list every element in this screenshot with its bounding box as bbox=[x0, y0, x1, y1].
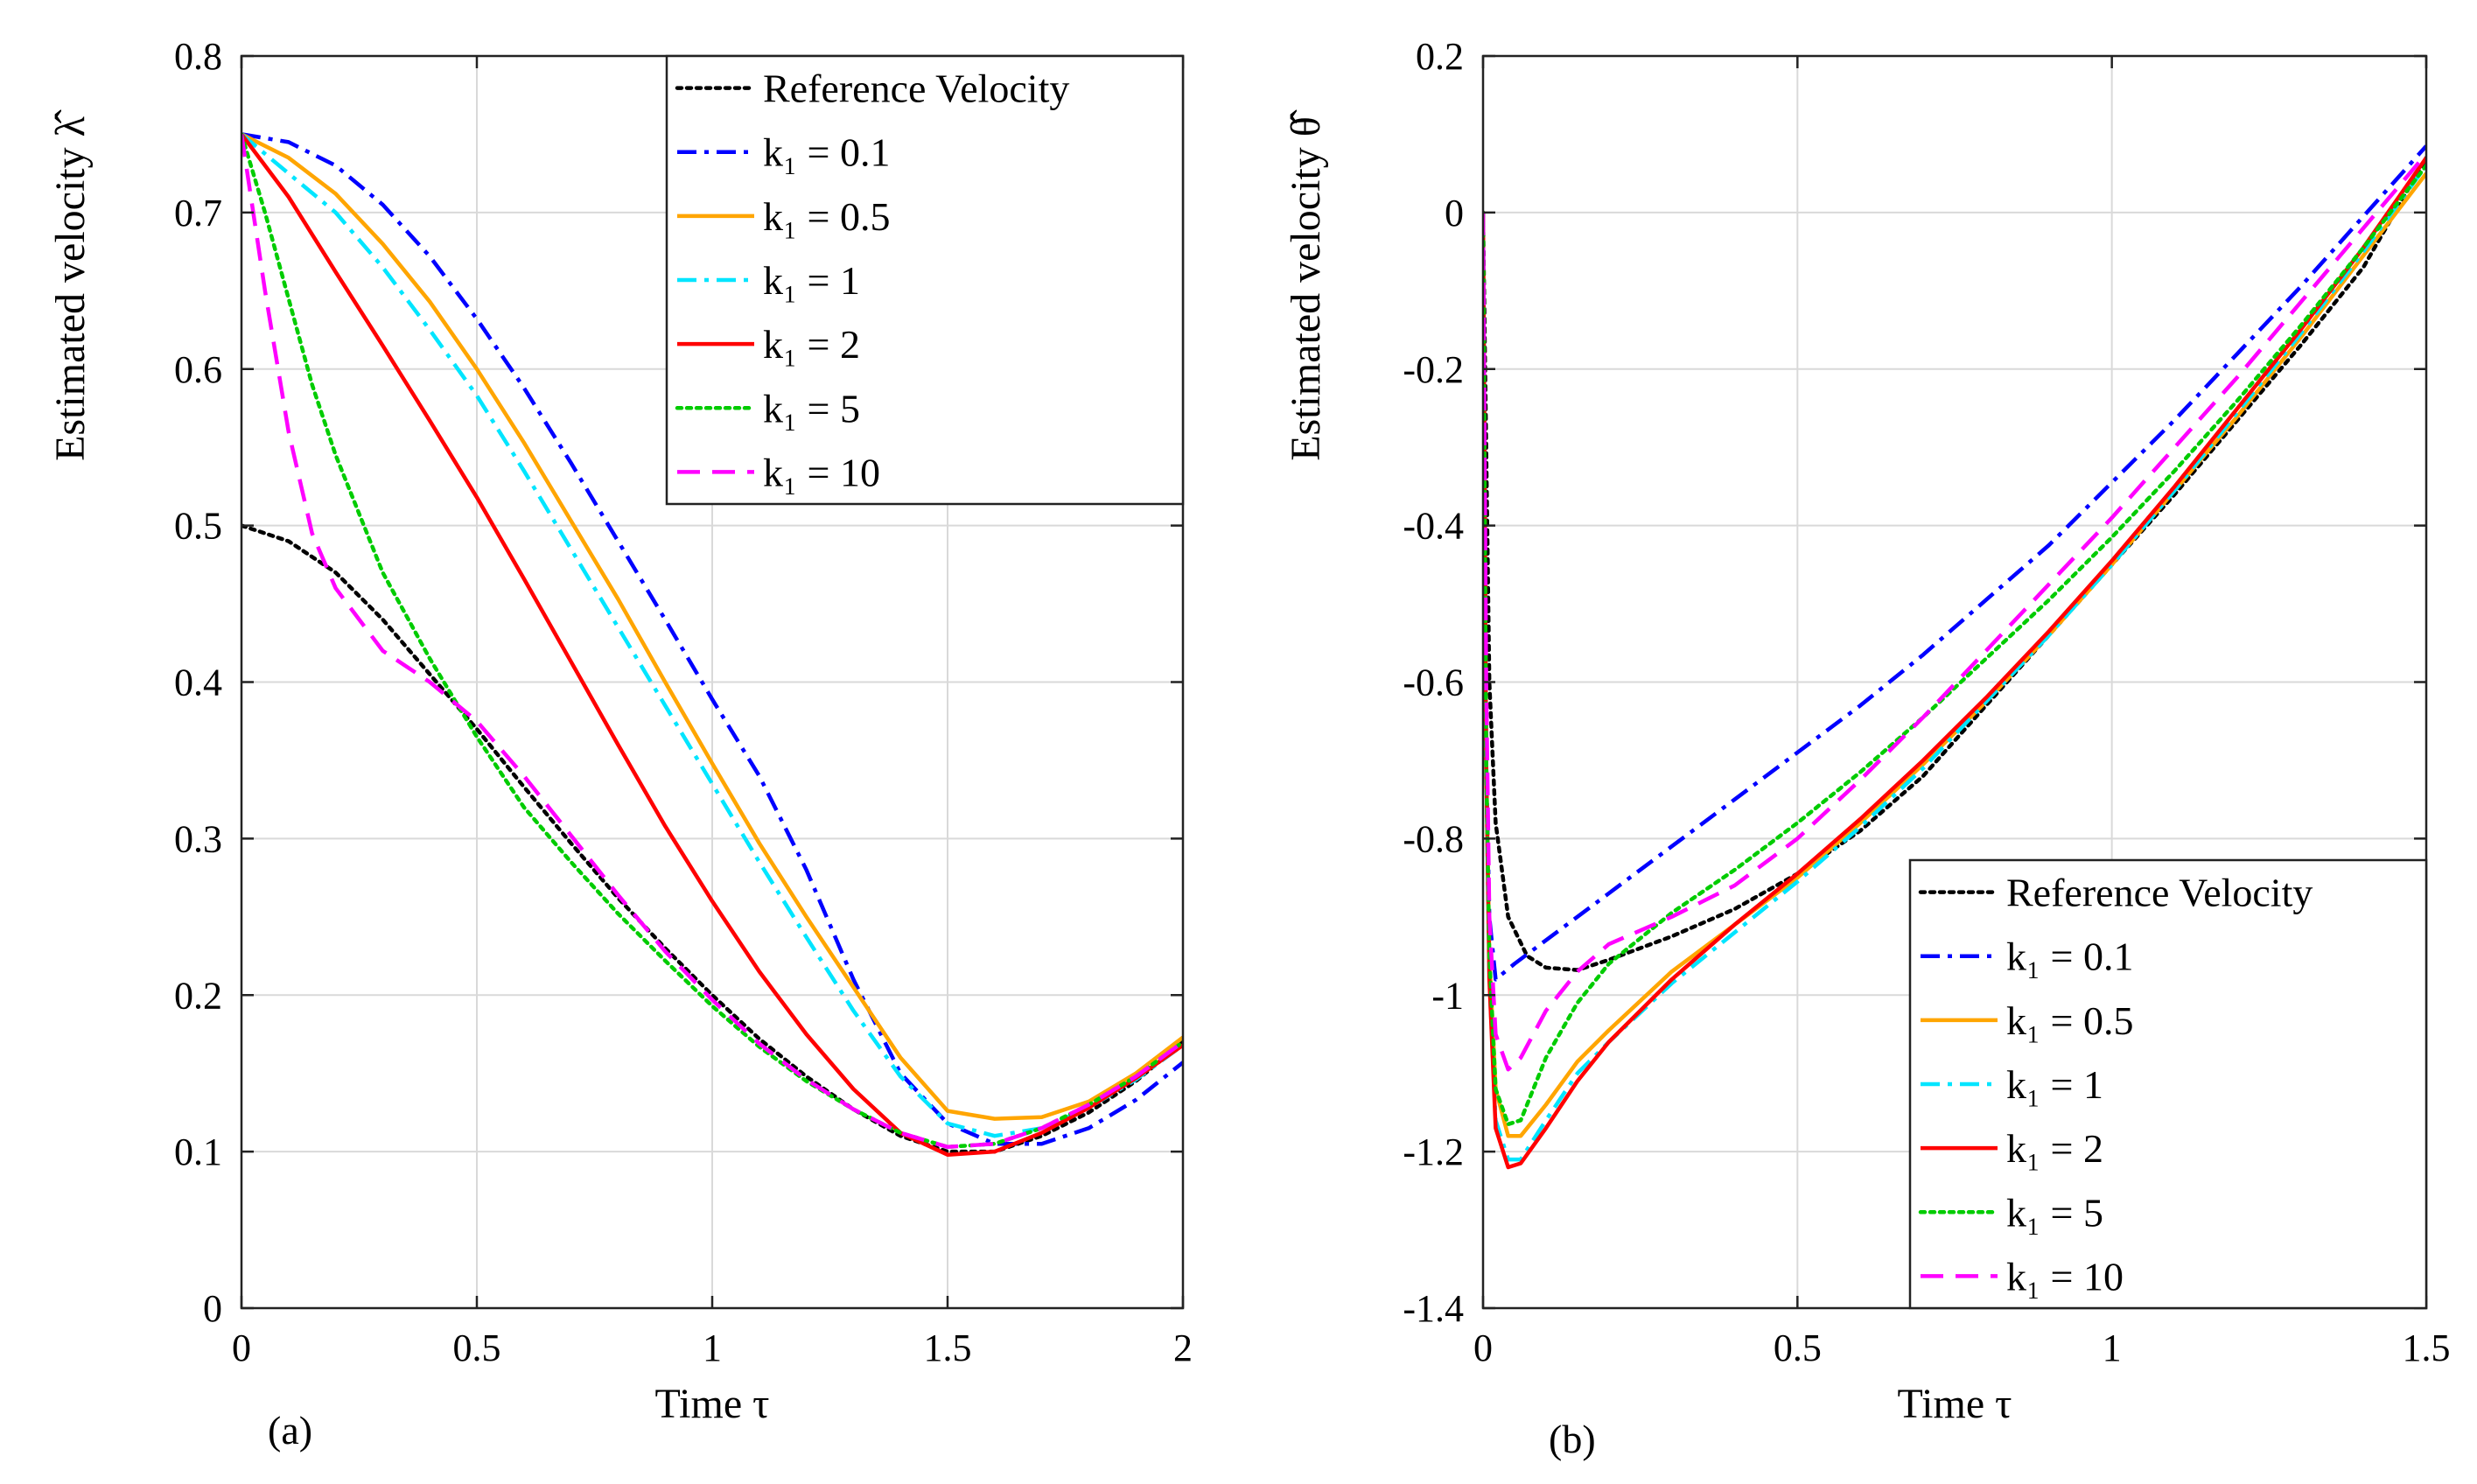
y-axis-label: Estimated velocity θ̂̂ bbox=[1283, 109, 1329, 461]
series-line-6 bbox=[1483, 152, 2426, 1072]
chart-panel-b: 0 0.5 1 1.5 -1.4 -1.2 -1 -0.8 -0.6 -0.4 -0.2 0 0.2 Ti… bbox=[1283, 35, 2451, 1461]
x-tick-label: 0 bbox=[232, 1326, 251, 1369]
legend-label-5: k₁ = 5 bbox=[2006, 1190, 2103, 1235]
x-tick-label: 1 bbox=[2103, 1326, 2122, 1369]
series-line-5 bbox=[1483, 163, 2426, 1127]
legend-label-2: k₁ = 0.5 bbox=[763, 194, 890, 239]
legend-label-1: k₁ = 0.1 bbox=[763, 130, 890, 175]
chart-panel-a: 0 0.5 1 1.5 2 0 0.1 0.2 0.3 0.4 0.5 0.6 0.7 0.8 Time τ… bbox=[47, 35, 1193, 1452]
legend-label-5: k₁ = 5 bbox=[763, 386, 860, 430]
y-tick-label: 0.3 bbox=[174, 817, 222, 860]
series-line-1 bbox=[1483, 144, 2426, 982]
legend-label-1: k₁ = 0.1 bbox=[2006, 934, 2133, 979]
x-tick-label: 2 bbox=[1173, 1326, 1193, 1369]
series-line-4 bbox=[241, 133, 1183, 1157]
legend: Reference Velocity k₁ = 0.1 k₁ = 0.5 k₁ = 1… bbox=[665, 54, 1185, 506]
x-tick-label: 0.5 bbox=[1774, 1326, 1822, 1369]
series-line-3 bbox=[241, 132, 1183, 1138]
y-tick-label: 0.5 bbox=[174, 505, 222, 548]
y-tick-label: 0.2 bbox=[1416, 35, 1464, 78]
legend-label-3: k₁ = 1 bbox=[2006, 1062, 2103, 1107]
y-tick-label: -1.4 bbox=[1403, 1287, 1464, 1330]
legend-label-2: k₁ = 0.5 bbox=[2006, 998, 2133, 1043]
y-tick-label: -1.2 bbox=[1403, 1130, 1464, 1173]
y-tick-label: 0.1 bbox=[174, 1130, 222, 1173]
x-axis-label: Time τ bbox=[1898, 1381, 2012, 1427]
x-tick-label: 1.5 bbox=[924, 1326, 972, 1369]
x-tick-label: 1 bbox=[703, 1326, 722, 1369]
y-tick-label: -0.4 bbox=[1403, 505, 1464, 548]
legend-box bbox=[1908, 858, 2428, 1310]
y-tick-label: -0.2 bbox=[1403, 348, 1464, 391]
series-line-4 bbox=[1483, 157, 2426, 1170]
legend-label-4: k₁ = 2 bbox=[763, 322, 860, 367]
y-tick-label: 0.8 bbox=[174, 35, 222, 78]
series-line-2 bbox=[241, 132, 1183, 1121]
y-tick-label: -0.6 bbox=[1403, 662, 1464, 704]
x-tick-label: 0 bbox=[1473, 1326, 1493, 1369]
legend-box bbox=[665, 54, 1185, 506]
legend: Reference Velocity k₁ = 0.1 k₁ = 0.5 k₁ = 1… bbox=[1908, 858, 2428, 1310]
legend-label-0: Reference Velocity bbox=[2006, 871, 2313, 915]
y-tick-label: -0.8 bbox=[1403, 817, 1464, 860]
y-tick-label: 0.2 bbox=[174, 974, 222, 1017]
legend-label-0: Reference Velocity bbox=[763, 66, 1069, 111]
y-tick-label: 0 bbox=[1445, 192, 1464, 234]
series-group bbox=[241, 132, 1183, 1157]
series-line-1 bbox=[241, 132, 1183, 1146]
legend-label-3: k₁ = 1 bbox=[763, 258, 860, 303]
x-axis-label: Time τ bbox=[655, 1381, 770, 1427]
x-tick-label: 0.5 bbox=[453, 1326, 501, 1369]
y-tick-label: 0.4 bbox=[174, 662, 222, 704]
panel-label: (b) bbox=[1549, 1417, 1596, 1461]
y-tick-label: 0.6 bbox=[174, 348, 222, 391]
y-tick-label: 0.7 bbox=[174, 192, 222, 234]
y-axis-label: Estimated velocity λ̂̂ bbox=[47, 109, 94, 461]
series-line-3 bbox=[1483, 164, 2426, 1162]
legend-label-4: k₁ = 2 bbox=[2006, 1126, 2103, 1171]
series-line-6 bbox=[241, 134, 1183, 1150]
legend-label-6: k₁ = 10 bbox=[763, 450, 880, 494]
panel-label: (a) bbox=[268, 1408, 312, 1452]
y-tick-label: -1 bbox=[1431, 974, 1464, 1017]
legend-label-6: k₁ = 10 bbox=[2006, 1254, 2124, 1298]
y-tick-label: 0 bbox=[203, 1287, 222, 1330]
series-group bbox=[1483, 144, 2426, 1170]
x-tick-label: 1.5 bbox=[2403, 1326, 2451, 1369]
